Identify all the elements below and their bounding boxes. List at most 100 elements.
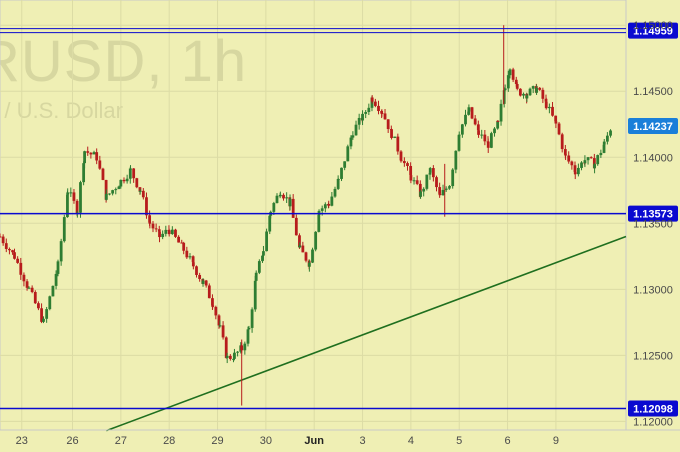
candle-body bbox=[164, 229, 168, 234]
candle-body bbox=[390, 129, 393, 138]
candle-body bbox=[554, 115, 558, 122]
candle-body bbox=[288, 198, 292, 207]
candle-body bbox=[467, 107, 471, 112]
price-tick-label: 1.14500 bbox=[633, 86, 673, 98]
candle-body bbox=[262, 251, 265, 256]
candle-body bbox=[211, 305, 215, 307]
candle-body bbox=[503, 88, 507, 91]
candle-body bbox=[473, 118, 477, 125]
level-price-label-text: 1.14959 bbox=[633, 26, 673, 38]
candle-body bbox=[431, 168, 435, 178]
candle-body bbox=[27, 287, 31, 289]
candle-body bbox=[138, 190, 142, 192]
candle-body bbox=[327, 203, 331, 206]
candle-body bbox=[602, 141, 606, 145]
candle-body bbox=[557, 123, 561, 135]
candle-body bbox=[399, 160, 403, 162]
candle-body bbox=[33, 291, 37, 304]
candle-body bbox=[333, 188, 337, 197]
candle-body bbox=[441, 189, 445, 196]
candle-body bbox=[37, 303, 40, 309]
level-price-label-text: 1.12098 bbox=[633, 403, 673, 415]
candle-body bbox=[593, 164, 596, 169]
candle-body bbox=[261, 255, 264, 262]
candle-body bbox=[496, 120, 500, 122]
candle-body bbox=[573, 172, 577, 175]
candle-body bbox=[602, 144, 606, 153]
candle-body bbox=[605, 135, 609, 142]
candle-body bbox=[221, 325, 225, 338]
candle-body bbox=[570, 161, 574, 166]
candle-body bbox=[4, 243, 8, 249]
level-price-label bbox=[628, 400, 678, 417]
candle-body bbox=[477, 130, 480, 135]
candle-body bbox=[141, 190, 145, 198]
candle-body bbox=[464, 114, 467, 125]
candle-body bbox=[170, 229, 174, 235]
support-trendline[interactable] bbox=[106, 235, 627, 432]
candle-body bbox=[515, 84, 519, 89]
candle-body bbox=[438, 193, 442, 196]
candle-body bbox=[246, 329, 250, 344]
candle-body bbox=[323, 204, 327, 209]
price-axis[interactable]: 1.12000 1.12500 1.13000 1.13500 1.14000 1.145… bbox=[628, 20, 678, 428]
candle-body bbox=[158, 231, 161, 238]
candle-body bbox=[480, 134, 484, 136]
candle-body bbox=[460, 124, 464, 135]
candle-body bbox=[66, 194, 69, 218]
candle-body bbox=[422, 188, 426, 192]
candle-body bbox=[547, 106, 551, 109]
candle-body bbox=[554, 121, 558, 124]
candle-body bbox=[451, 169, 455, 187]
candle-body bbox=[250, 309, 254, 328]
candle-body bbox=[108, 193, 111, 195]
time-tick-label: 27 bbox=[115, 435, 127, 447]
candle-body bbox=[19, 262, 23, 275]
candle-body bbox=[291, 198, 295, 218]
time-axis[interactable]: 23 26 27 28 29 30 Jun 3 4 5 6 9 bbox=[0, 429, 680, 447]
trendline-layer[interactable] bbox=[106, 235, 627, 432]
candle-body bbox=[177, 236, 181, 243]
candle-body bbox=[272, 203, 276, 212]
candle-body bbox=[117, 186, 121, 190]
candle-body bbox=[483, 134, 487, 142]
candle-body bbox=[157, 229, 161, 232]
candle-body bbox=[544, 101, 548, 109]
time-tick-label: 26 bbox=[66, 435, 78, 447]
candle-body bbox=[364, 112, 368, 114]
candle-body bbox=[30, 287, 34, 292]
candle-body bbox=[191, 262, 195, 267]
candle-body bbox=[528, 88, 532, 96]
price-tick-label: 1.12000 bbox=[633, 416, 673, 428]
candle-body bbox=[253, 280, 257, 310]
price-tick-label: 1.13000 bbox=[633, 284, 673, 296]
candle-body bbox=[448, 186, 451, 188]
candle-body bbox=[75, 200, 79, 214]
level-price-label bbox=[628, 22, 678, 39]
candle-body bbox=[336, 179, 340, 189]
candle-body bbox=[518, 88, 522, 96]
candle-body bbox=[415, 180, 419, 184]
candle-body bbox=[393, 136, 397, 138]
time-tick-label: 28 bbox=[163, 435, 175, 447]
candle-body bbox=[145, 197, 148, 216]
candle-body bbox=[383, 113, 387, 120]
candle-body bbox=[72, 192, 76, 201]
time-tick-label: 30 bbox=[260, 435, 272, 447]
candle-body bbox=[493, 128, 496, 134]
horizontal-levels[interactable]: 1.14959 1.13573 1.12098 bbox=[0, 22, 678, 417]
candle-body bbox=[514, 79, 518, 85]
candle-body bbox=[467, 111, 471, 115]
candle-body bbox=[583, 160, 587, 164]
candle-body bbox=[198, 274, 202, 280]
candle-body bbox=[224, 337, 228, 358]
candle-body bbox=[125, 178, 129, 182]
candle-body bbox=[576, 167, 580, 175]
candle-body bbox=[233, 352, 236, 359]
candle-body bbox=[304, 252, 308, 261]
price-tick-label: 1.15000 bbox=[633, 20, 673, 32]
candle-body bbox=[161, 233, 165, 238]
candle-body bbox=[98, 160, 102, 169]
